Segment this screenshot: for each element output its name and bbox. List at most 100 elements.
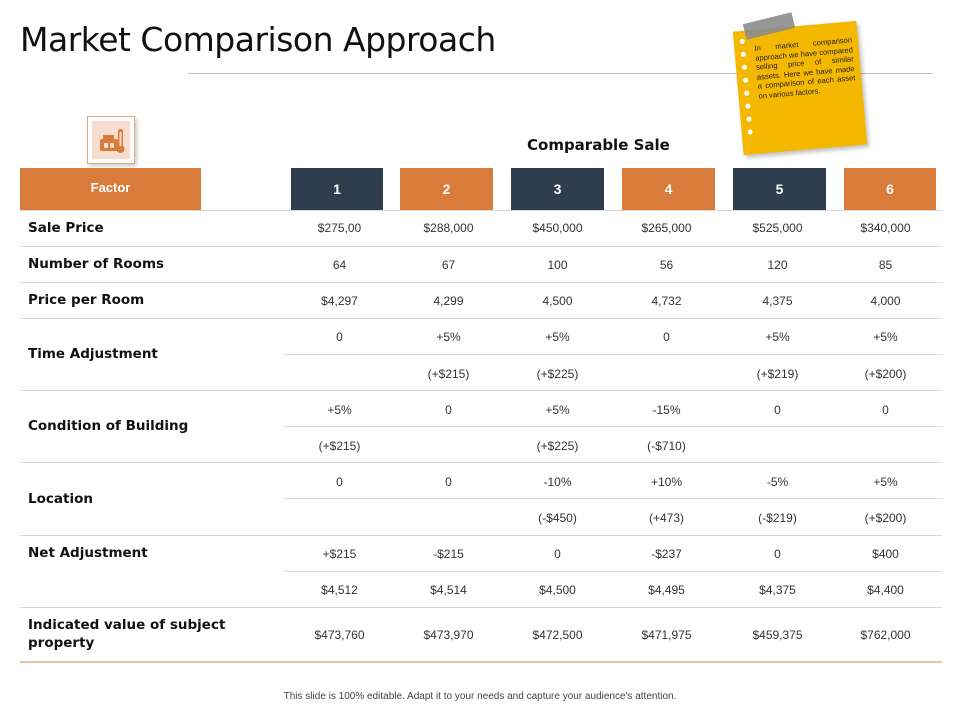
row-divider	[284, 354, 942, 355]
building-thermometer-icon	[100, 129, 125, 153]
table-cell: 0	[774, 403, 781, 417]
row-divider	[284, 498, 942, 499]
row-label-condition-of-building: Condition of Building	[28, 418, 189, 434]
row-divider	[20, 390, 942, 391]
sticky-note-text: In market comparison approach we have co…	[753, 35, 856, 101]
column-header-2: 2	[400, 168, 493, 210]
table-cell: $4,297	[321, 294, 358, 308]
table-cell: (+$215)	[427, 367, 470, 381]
row-label-sale-price: Sale Price	[28, 220, 104, 236]
indicated-value-label-line2: property	[28, 635, 95, 651]
table-cell: +10%	[650, 475, 683, 489]
row-label-location: Location	[28, 491, 93, 507]
table-cell: $4,514	[430, 583, 467, 597]
row-divider	[20, 282, 942, 283]
indicated-value-label-line1: Indicated value of subject	[28, 617, 226, 633]
table-cell: 0	[336, 330, 343, 344]
column-header-6: 6	[844, 168, 936, 210]
table-cell: 0	[336, 475, 343, 489]
row-divider	[20, 607, 942, 608]
table-cell: (+$200)	[864, 511, 907, 525]
column-header-3: 3	[511, 168, 604, 210]
table-cell: 85	[878, 258, 893, 272]
table-cell: $340,000	[860, 221, 911, 235]
table-cell: 56	[659, 258, 674, 272]
row-label-time-adjustment: Time Adjustment	[28, 346, 158, 362]
title-divider	[188, 73, 933, 74]
table-cell: 4,299	[433, 294, 464, 308]
property-icon-tile	[87, 116, 135, 164]
table-cell: $4,512	[321, 583, 358, 597]
table-cell: +5%	[545, 330, 570, 344]
column-header-5: 5	[733, 168, 826, 210]
table-cell: (+$215)	[318, 439, 361, 453]
footer-note: This slide is 100% editable. Adapt it to…	[283, 691, 677, 702]
table-cell: 100	[547, 258, 568, 272]
table-cell: +5%	[436, 330, 461, 344]
table-cell: -5%	[766, 475, 789, 489]
table-cell: +5%	[873, 330, 898, 344]
factor-header: Factor	[20, 168, 201, 210]
table-cell: 4,375	[762, 294, 793, 308]
table-cell: 4,500	[542, 294, 573, 308]
table-cell: $450,000	[532, 221, 583, 235]
table-cell: -$237	[651, 547, 682, 561]
table-cell: 0	[445, 475, 452, 489]
row-divider	[20, 535, 942, 536]
table-cell: +5%	[873, 475, 898, 489]
table-cell: $4,375	[759, 583, 796, 597]
table-cell: $275,00	[317, 221, 362, 235]
table-cell: $400	[872, 547, 899, 561]
row-label-price-per-room: Price per Room	[28, 292, 145, 308]
table-cell: $471,975	[641, 628, 692, 642]
row-divider	[20, 246, 942, 247]
row-divider	[20, 318, 942, 319]
sticky-note: In market comparison approach we have co…	[732, 20, 868, 156]
table-cell: 0	[554, 547, 561, 561]
row-label-net-adjustment: Net Adjustment	[28, 545, 148, 561]
table-cell: 64	[332, 258, 347, 272]
table-cell: 120	[767, 258, 788, 272]
table-cell: 4,000	[870, 294, 901, 308]
table-cell: (-$450)	[538, 511, 577, 525]
row-divider	[20, 462, 942, 463]
table-cell: -15%	[652, 403, 681, 417]
row-divider	[284, 571, 942, 572]
table-cell: 0	[774, 547, 781, 561]
table-cell: 0	[882, 403, 889, 417]
table-cell: (+$200)	[864, 367, 907, 381]
table-cell: 0	[445, 403, 452, 417]
table-cell: $762,000	[860, 628, 911, 642]
row-label-number-of-rooms: Number of Rooms	[28, 256, 165, 272]
table-cell: $459,375	[752, 628, 803, 642]
table-cell: $4,495	[648, 583, 685, 597]
table-cell: +$215	[322, 547, 357, 561]
table-cell: $472,500	[532, 628, 583, 642]
table-cell: $288,000	[423, 221, 474, 235]
table-cell: +5%	[545, 403, 570, 417]
table-cell: +5%	[765, 330, 790, 344]
table-cell: $525,000	[752, 221, 803, 235]
page-title: Market Comparison Approach	[20, 20, 496, 59]
note-binding-dots	[739, 38, 755, 143]
row-divider	[284, 426, 942, 427]
table-cell: $4,400	[867, 583, 904, 597]
table-cell: (-$710)	[647, 439, 686, 453]
table-cell: (+$225)	[536, 367, 579, 381]
table-cell: $473,970	[423, 628, 474, 642]
column-header-1: 1	[291, 168, 383, 210]
table-cell: $4,500	[539, 583, 576, 597]
table-cell: 0	[663, 330, 670, 344]
table-cell: (-$219)	[758, 511, 797, 525]
table-cell: -10%	[543, 475, 572, 489]
table-cell: 4,732	[651, 294, 682, 308]
table-cell: +5%	[327, 403, 352, 417]
table-cell: -$215	[433, 547, 464, 561]
column-header-4: 4	[622, 168, 715, 210]
table-cell: $265,000	[641, 221, 692, 235]
table-bottom-border	[20, 661, 942, 663]
table-cell: (+$225)	[536, 439, 579, 453]
table-cell: $473,760	[314, 628, 365, 642]
table-cell: 67	[441, 258, 456, 272]
row-label-indicated-value: Indicated value of subject property	[28, 616, 225, 652]
